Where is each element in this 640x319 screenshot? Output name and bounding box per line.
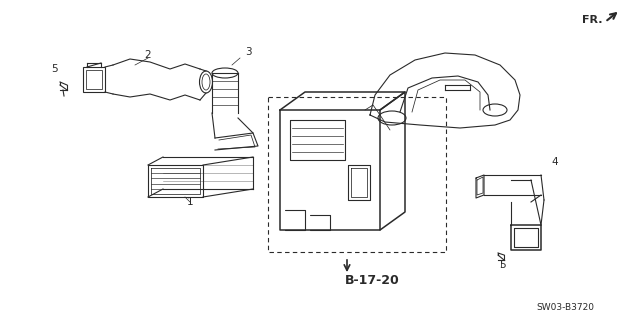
Text: FR.: FR. xyxy=(582,15,602,25)
Text: 4: 4 xyxy=(552,157,558,167)
Text: B-17-20: B-17-20 xyxy=(344,273,399,286)
Text: 2: 2 xyxy=(145,50,151,60)
Bar xyxy=(86,70,102,89)
Text: SW03-B3720: SW03-B3720 xyxy=(536,303,594,313)
Bar xyxy=(268,97,446,252)
Text: 5: 5 xyxy=(52,64,58,74)
Text: 1: 1 xyxy=(187,197,193,207)
Text: 3: 3 xyxy=(244,47,252,57)
Bar xyxy=(83,67,105,92)
Text: 5: 5 xyxy=(499,260,506,270)
